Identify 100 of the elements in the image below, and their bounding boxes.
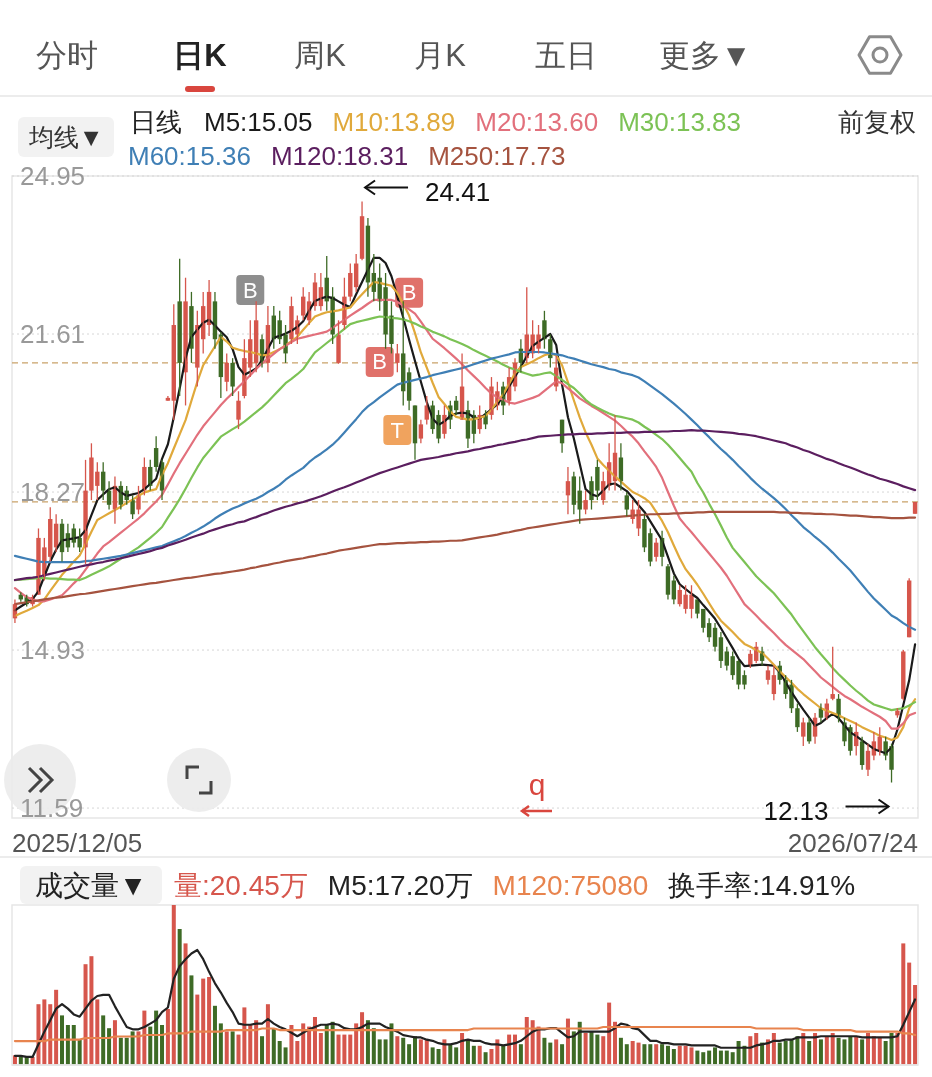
bar [595, 1034, 600, 1065]
bar [171, 905, 176, 1065]
bar [277, 1041, 282, 1065]
bar [689, 1047, 694, 1065]
candlestick [395, 343, 400, 373]
bar [77, 1039, 82, 1065]
bar [677, 1045, 682, 1065]
bar [360, 1012, 365, 1065]
bar [260, 1036, 265, 1065]
legend-title: 成交量▼ [35, 869, 147, 901]
bar [448, 1044, 453, 1065]
bar [560, 1044, 565, 1065]
series-label: 量:20.45万 [174, 869, 308, 901]
candlestick [830, 646, 835, 701]
bar [118, 1037, 123, 1065]
bar [407, 1044, 412, 1065]
text: M60:15.36 [128, 141, 251, 171]
bar [371, 1028, 376, 1065]
text: 均线▼ [27, 123, 104, 151]
bar [124, 1037, 129, 1065]
bar [601, 1036, 606, 1065]
bar [901, 943, 906, 1065]
bar [748, 1036, 753, 1065]
bar [354, 1023, 359, 1065]
bar [212, 1005, 217, 1065]
bar [377, 1039, 382, 1065]
bar [471, 1045, 476, 1065]
bar [777, 1042, 782, 1065]
bar [95, 999, 100, 1065]
annotation: q [528, 767, 546, 801]
bar [271, 1028, 276, 1065]
bar [771, 1033, 776, 1065]
bar [542, 1037, 547, 1065]
bar [860, 1039, 865, 1065]
bar [218, 1023, 223, 1065]
bar [189, 975, 194, 1065]
bar [683, 1045, 688, 1065]
bar [230, 1031, 235, 1065]
bar [318, 1033, 323, 1065]
bar [642, 1044, 647, 1065]
bar [418, 1039, 423, 1065]
text: 换手率:14.91% [668, 869, 856, 901]
text: 更多▼ [658, 37, 752, 73]
bar [783, 1041, 788, 1065]
bar [442, 1039, 447, 1065]
text: 前复权 [838, 107, 916, 137]
text: M30:13.83 [618, 107, 742, 137]
text: 2026/07/24 [787, 828, 918, 858]
bar [136, 1031, 141, 1065]
bar [589, 1031, 594, 1065]
bar [201, 978, 206, 1065]
candlestick [795, 702, 800, 733]
bar [248, 1025, 253, 1065]
bar [436, 1049, 441, 1065]
bar [724, 1050, 729, 1065]
annotation: 12.13 [763, 795, 829, 826]
y-tick-label: 24.95 [20, 161, 86, 191]
text: 日K [173, 37, 228, 73]
text: M120:18.31 [270, 141, 409, 171]
text: M5:15.05 [204, 107, 313, 137]
text: 分时 [36, 37, 98, 73]
bar [295, 1041, 300, 1065]
legend-title: 日线 [130, 107, 182, 137]
bar [454, 1047, 459, 1065]
text: 月K [414, 37, 467, 73]
bar [718, 1050, 723, 1065]
bar [818, 1039, 823, 1065]
bar [854, 1036, 859, 1065]
bar [754, 1033, 759, 1065]
bar [112, 1020, 117, 1065]
bar [636, 1042, 641, 1065]
bar [395, 1036, 400, 1065]
bar [483, 1052, 488, 1065]
bar [707, 1050, 712, 1065]
bar [807, 1041, 812, 1065]
bar [401, 1037, 406, 1065]
bar [518, 1044, 523, 1065]
bar [630, 1041, 635, 1065]
bar [695, 1050, 700, 1065]
bar [60, 1015, 65, 1065]
bar [207, 977, 212, 1065]
text: M120:75080 [492, 869, 649, 901]
bar [583, 1033, 588, 1065]
candlestick [230, 357, 235, 397]
bar [548, 1042, 553, 1065]
bar [830, 1033, 835, 1065]
text: 2025/12/05 [12, 828, 143, 858]
text: 周K [294, 37, 347, 73]
bar [907, 962, 912, 1065]
text: M5:17.20万 [327, 869, 473, 901]
bar [607, 1002, 612, 1065]
bar [660, 1044, 665, 1065]
bar [554, 1039, 559, 1065]
bar [489, 1049, 494, 1065]
bar [101, 1015, 106, 1065]
bar [648, 1044, 653, 1065]
bar [160, 1025, 165, 1065]
bar [177, 929, 182, 1065]
bar [224, 1031, 229, 1065]
y-tick-label: 18.27 [20, 477, 86, 508]
